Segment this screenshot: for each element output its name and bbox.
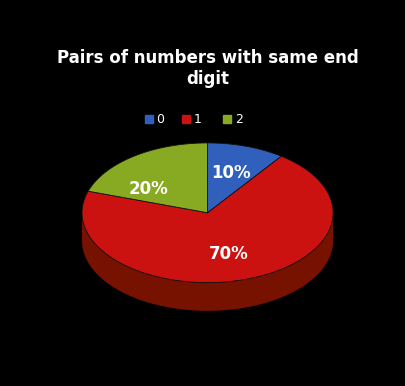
Text: Pairs of numbers with same end
digit: Pairs of numbers with same end digit [57,49,358,88]
Text: 70%: 70% [209,245,249,262]
Bar [182,115,190,123]
Polygon shape [88,143,207,213]
Polygon shape [82,156,333,283]
Text: 10%: 10% [211,164,251,182]
Text: 0: 0 [156,113,164,125]
Bar [145,115,153,123]
Polygon shape [82,212,333,311]
Text: 2: 2 [235,113,243,125]
Text: 20%: 20% [129,180,168,198]
Polygon shape [207,143,281,213]
Bar [223,115,231,123]
Text: 1: 1 [194,113,202,125]
